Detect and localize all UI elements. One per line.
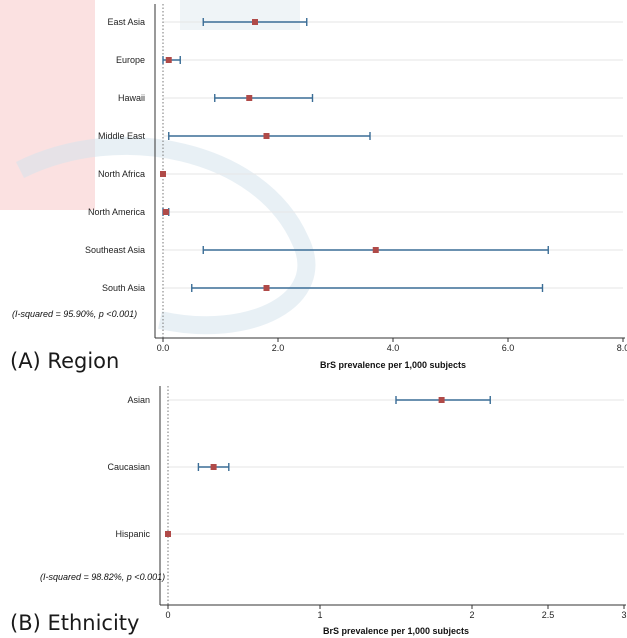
heterogeneity-note: (I-squared = 95.90%, p <0.001) (12, 309, 137, 319)
row-label: Europe (116, 55, 145, 65)
point-estimate (372, 247, 379, 253)
tick-label: 0.0 (157, 343, 170, 353)
point-estimate (263, 285, 270, 291)
tick-label: 4.0 (387, 343, 400, 353)
heterogeneity-note: (I-squared = 98.82%, p <0.001) (40, 572, 165, 582)
row-label: Hawaii (118, 93, 145, 103)
row-label: Middle East (98, 131, 146, 141)
panel-label: (A) Region (10, 349, 119, 373)
point-estimate (210, 464, 217, 470)
point-estimate (162, 209, 169, 215)
tick-label: 6.0 (502, 343, 515, 353)
row-label: Southeast Asia (85, 245, 145, 255)
point-estimate (252, 19, 258, 25)
row-label: Asian (127, 395, 150, 405)
watermark-red-block (0, 0, 95, 210)
tick-label: 1 (317, 610, 322, 620)
grid-lines (168, 399, 624, 535)
watermark-blue-block (180, 0, 300, 30)
row-label: North Africa (98, 169, 145, 179)
tick-label: 2.0 (272, 343, 285, 353)
row-label: Caucasian (107, 462, 150, 472)
tick-label: 0 (165, 610, 170, 620)
watermark-blue-swoosh (15, 136, 316, 335)
plot-rows: Asian Caucasian Hispanic (107, 395, 491, 539)
point-estimate (165, 531, 171, 537)
row-label: East Asia (107, 17, 145, 27)
row-label: Hispanic (115, 529, 150, 539)
plot-rows: East Asia Europe Hawaii Middle East North Af… (85, 17, 549, 293)
x-axis-label: BrS prevalence per 1,000 subjects (323, 626, 469, 636)
forest-plot-region: East Asia Europe Hawaii Middle East North Af… (10, 4, 627, 373)
row-label: South Asia (102, 283, 145, 293)
point-estimate (263, 133, 270, 139)
x-ticks: 0 1 2 2.5 3 (165, 605, 627, 620)
tick-label: 8.0 (617, 343, 627, 353)
point-estimate (165, 57, 172, 63)
panel-label: (B) Ethnicity (10, 611, 139, 635)
tick-label: 2.5 (542, 610, 555, 620)
tick-label: 2 (469, 610, 474, 620)
x-ticks: 0.0 2.0 4.0 6.0 8.0 (157, 338, 627, 353)
x-axis-label: BrS prevalence per 1,000 subjects (320, 360, 466, 370)
point-estimate (438, 397, 445, 403)
point-estimate (160, 171, 166, 177)
tick-label: 3 (621, 610, 626, 620)
row-label: North America (88, 207, 145, 217)
point-estimate (246, 95, 253, 101)
